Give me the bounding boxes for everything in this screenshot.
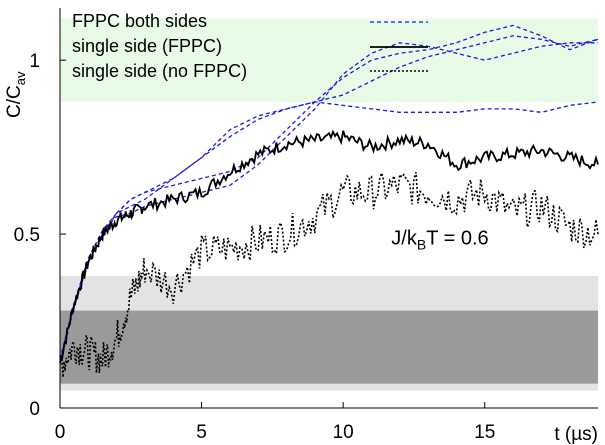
annotation-prefix: J/k — [391, 228, 418, 250]
x-tick-label-1: 5 — [196, 422, 207, 443]
x-tick-label-3: 15 — [474, 422, 495, 443]
shaded-band-0 — [60, 18, 598, 102]
series-layer — [59, 24, 599, 378]
series-line-fppc-both-1 — [59, 35, 599, 360]
axes: 0 5 10 15 0 0.5 1 — [14, 8, 598, 443]
series-line-single-nofppc-5 — [59, 170, 599, 378]
annotation-suffix: T = 0.6 — [426, 228, 488, 250]
legend-label-single-nofppc: single side (no FPPC) — [72, 61, 247, 81]
shaded-band-2 — [60, 310, 598, 384]
y-tick-label-0: 0 — [29, 399, 40, 420]
legend: FPPC both sides single side (FPPC) singl… — [72, 11, 428, 81]
annotation-sub: B — [417, 237, 426, 253]
legend-label-fppc-both: FPPC both sides — [72, 11, 207, 31]
y-axis-label: C/Cav — [4, 71, 28, 118]
x-tick-label-0: 0 — [55, 422, 66, 443]
y-tick-label-1: 0.5 — [14, 225, 40, 246]
y-axis-label-main: C/C — [4, 85, 25, 118]
band-layer — [60, 18, 598, 391]
y-tick-label-2: 1 — [29, 51, 40, 72]
x-axis-label: t (µs) — [554, 424, 598, 445]
ratio-annotation: J/kBT = 0.6 — [391, 228, 488, 253]
y-axis-label-sub: av — [13, 71, 28, 85]
legend-label-single-fppc: single side (FPPC) — [72, 36, 222, 56]
x-tick-label-2: 10 — [333, 422, 354, 443]
series-line-fppc-both-3 — [59, 42, 598, 360]
series-line-single-fppc-4 — [59, 129, 599, 364]
